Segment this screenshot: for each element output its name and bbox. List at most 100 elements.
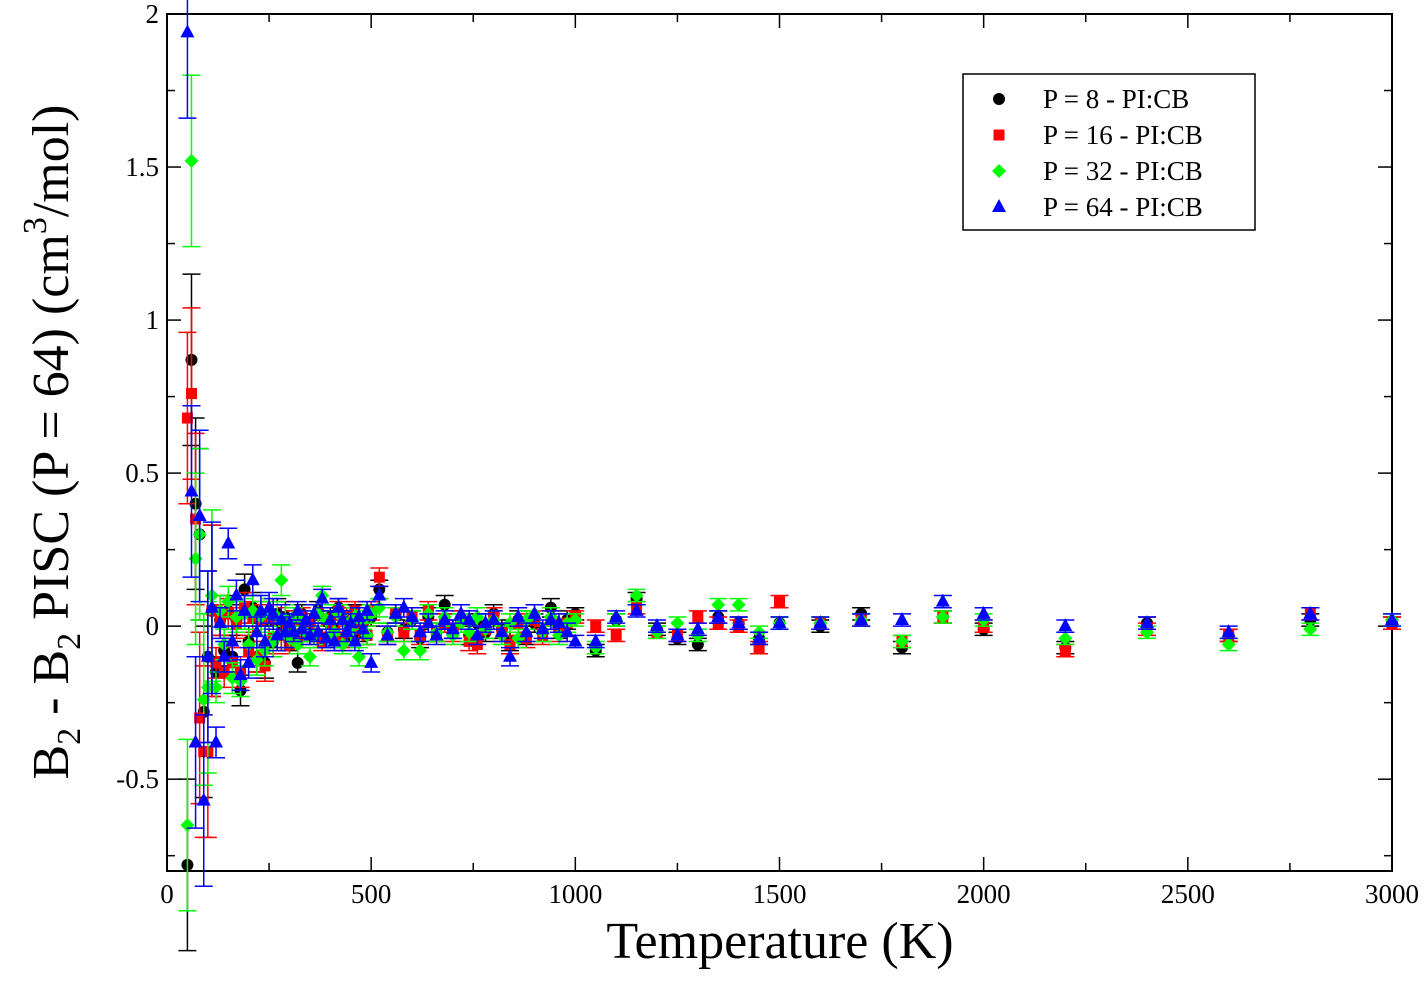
y-tick-labels: -0.5 0 0.5 1 1.5 2 [116,0,159,794]
data-point [372,587,387,601]
data-point [180,818,195,833]
y-tick-label: 2 [146,0,160,29]
data-point [413,643,428,658]
data-point [486,612,501,626]
data-point [503,648,517,662]
data-point [692,611,704,623]
series-2 [178,307,1401,839]
data-point [213,615,228,629]
data-point [552,615,566,629]
data-point [560,624,575,638]
data-point [650,618,664,632]
x-tick-label: 1000 [548,879,602,909]
data-point [1058,618,1073,632]
data-point [319,630,334,644]
y-tick-label: 1 [146,305,160,335]
x-tick-label: 500 [351,879,392,909]
data-point [360,602,375,616]
data-point [196,792,211,806]
data-point [188,551,203,566]
data-point [210,657,222,669]
data-point [588,633,603,647]
data-point [1059,645,1071,657]
data-point [351,608,366,622]
data-point [356,621,370,635]
data-point [494,624,509,638]
data-point [323,612,338,626]
data-point [204,599,219,613]
data-point [774,596,785,608]
x-tick-label: 3000 [1365,879,1419,909]
data-point [335,612,350,626]
x-tick-label: 2500 [1161,879,1215,909]
data-point [1303,605,1318,619]
data-point [511,608,526,622]
x-tick-label: 0 [160,879,174,909]
data-point [421,615,436,629]
data-point [398,626,410,638]
data-point [241,654,256,668]
data-point [772,615,787,629]
data-point [610,629,622,641]
data-point [535,621,550,635]
data-point [609,608,624,622]
data-point [266,605,281,619]
x-tick-label: 2000 [957,879,1011,909]
data-point [935,593,950,607]
legend-marker [992,199,1006,212]
data-point [364,654,379,668]
data-point [568,633,583,647]
data-point [1385,612,1399,626]
legend-label: P = 8 - PI:CB [1043,84,1189,114]
data-point [854,612,869,626]
data-point [380,627,395,641]
data-point [347,633,362,647]
data-point [184,483,199,497]
svg-text:B2 - B2 PISC (P = 64) (cm3/mol: B2 - B2 PISC (P = 64) (cm3/mol) [17,105,88,780]
legend-label: P = 64 - PI:CB [1043,192,1203,222]
data-point [209,734,223,748]
data-point [976,605,991,619]
data-point [470,627,485,641]
data-point [895,612,909,626]
data-point [245,572,260,586]
data-point [229,587,244,601]
data-point [429,627,444,641]
data-point [294,621,309,635]
data-point [373,571,385,583]
legend-marker [992,164,1006,178]
data-point [291,656,304,669]
y-tick-label: -0.5 [116,764,159,794]
legend-label: P = 16 - PI:CB [1043,120,1203,150]
data-point [184,153,199,168]
legend-marker [993,129,1005,141]
data-point [711,608,726,622]
data-point [629,588,644,603]
legend-box [962,73,1256,231]
data-point [180,24,195,38]
y-axis-title: B2 - B2 PISC (P = 64) (cm3/mol) [17,105,88,780]
y-tick-label: 0 [146,611,160,641]
data-point [217,648,232,662]
data-point [225,633,240,647]
data-point [339,624,354,638]
data-point [196,692,211,707]
series-4 [178,0,1401,888]
data-point [454,605,468,619]
data-point [813,615,828,629]
data-point [1221,624,1236,638]
data-point [405,608,419,622]
data-point [307,605,321,619]
data-point [327,633,342,647]
data-point [233,667,248,681]
data-point [1303,622,1318,637]
axis-ticks [166,13,1393,871]
data-point [1140,615,1154,629]
data-point [396,599,411,613]
data-point [731,597,746,612]
data-point [527,605,542,619]
data-point [1221,637,1236,652]
data-point [753,642,765,654]
legend: P = 8 - PI:CB P = 16 - PI:CB P = 32 - PI:C… [962,73,1256,231]
